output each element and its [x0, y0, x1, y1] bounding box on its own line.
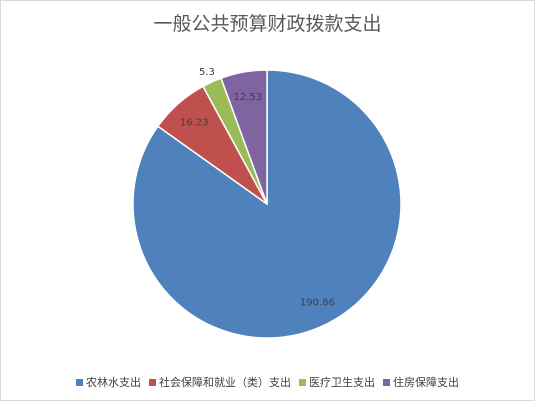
legend-item: 社会保障和就业（类）支出: [149, 374, 291, 390]
legend-label: 农林水支出: [86, 376, 141, 389]
data-label: 5.3: [199, 67, 215, 78]
chart-title: 一般公共预算财政拨款支出: [153, 13, 382, 35]
legend-swatch: [299, 378, 306, 386]
pie-slice: [220, 69, 268, 205]
data-label: 12.53: [234, 92, 263, 103]
legend-swatch: [149, 378, 156, 386]
legend-label: 住房保障支出: [393, 376, 459, 389]
legend-swatch: [383, 378, 390, 386]
legend: 农林水支出 社会保障和就业（类）支出 医疗卫生支出 住房保障支出: [1, 373, 534, 391]
legend-label: 社会保障和就业（类）支出: [159, 376, 291, 389]
data-label: 16.23: [180, 118, 209, 129]
legend-label: 医疗卫生支出: [309, 376, 375, 389]
legend-item: 医疗卫生支出: [299, 374, 375, 390]
legend-item: 住房保障支出: [383, 374, 459, 390]
legend-item: 农林水支出: [76, 374, 141, 390]
data-label: 190.86: [300, 298, 335, 309]
legend-swatch: [76, 378, 83, 386]
